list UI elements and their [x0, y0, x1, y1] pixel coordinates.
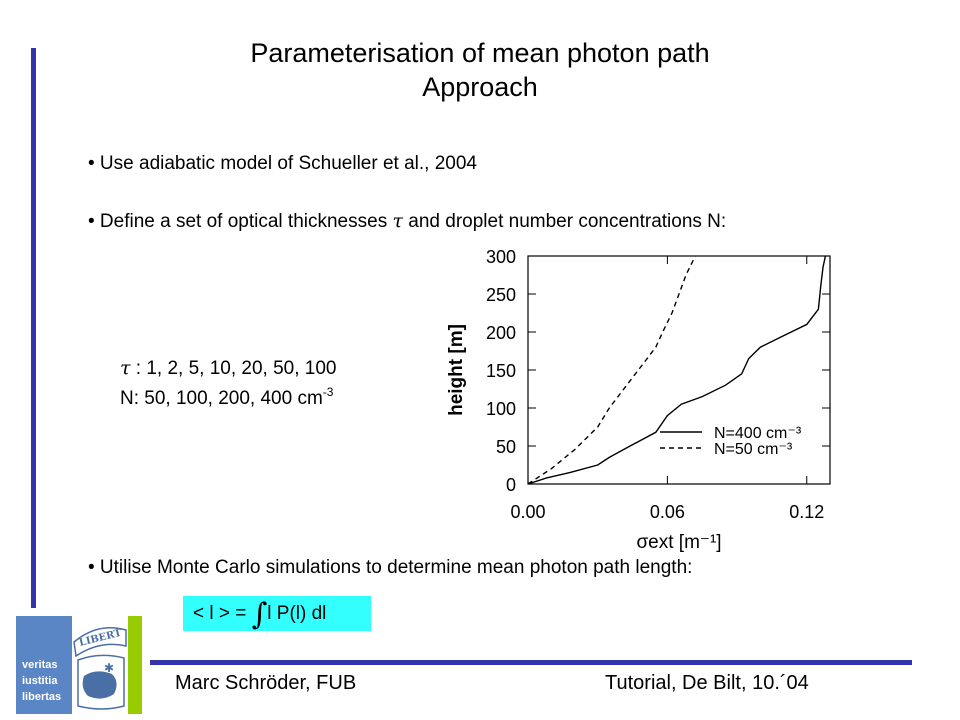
y-tick-label: 0 [506, 475, 516, 495]
tau-values: τ : 1, 2, 5, 10, 20, 50, 100 [120, 357, 337, 380]
y-tick-label: 200 [486, 323, 516, 343]
bullet-monte-carlo: • Utilise Monte Carlo simulations to det… [88, 557, 693, 578]
footer-author: Marc Schröder, FUB [175, 672, 357, 694]
x-tick-label: 0.06 [650, 502, 685, 522]
fu-berlin-logo: veritas iustitia libertas LIBERT ✱ [16, 616, 142, 714]
tau-values-list: : 1, 2, 5, 10, 20, 50, 100 [130, 358, 337, 379]
legend-label-0: N=400 cm⁻³ [714, 425, 802, 442]
y-tick-label: 150 [486, 361, 516, 381]
formula-right: l P(l) dl [267, 603, 327, 624]
left-accent-bar [31, 48, 36, 608]
y-tick-label: 250 [486, 285, 516, 305]
logo-figure-icon [82, 671, 117, 699]
logo-star-icon: ✱ [104, 661, 114, 675]
logo-text-iustitia: iustitia [22, 675, 58, 687]
y-tick-label: 50 [496, 437, 516, 457]
y-tick-label: 100 [486, 399, 516, 419]
series-line-0 [527, 255, 827, 485]
series-line-1 [527, 255, 696, 485]
bullet-define-set-pre: • Define a set of optical thicknesses [88, 211, 393, 232]
extinction-height-chart: 0 50 100 150 200 250 300 0.00 0.06 0.12 σext [m⁻¹]… [446, 247, 831, 553]
bullet-define-set: • Define a set of optical thicknesses τ … [88, 210, 726, 233]
footer-event: Tutorial, De Bilt, 10.´04 [605, 672, 809, 694]
x-tick-label: 0.12 [789, 502, 824, 522]
n-values-exponent: -3 [322, 385, 334, 399]
n-values-list: N: 50, 100, 200, 400 cm [120, 388, 323, 409]
tau-values-symbol: τ [120, 357, 131, 379]
bullet-define-set-post: and droplet number concentrations N: [403, 211, 727, 232]
logo-blue-box [16, 616, 72, 714]
slide-title: Parameterisation of mean photon path [250, 38, 710, 68]
y-tick-label: 300 [486, 247, 516, 267]
logo-green-stripe [128, 616, 142, 714]
bullet-adiabatic-model: • Use adiabatic model of Schueller et al… [88, 153, 477, 174]
tau-symbol: τ [392, 210, 403, 232]
slide-subtitle: Approach [422, 72, 538, 102]
legend-label-1: N=50 cm⁻³ [714, 441, 793, 458]
n-values: N: 50, 100, 200, 400 cm-3 [120, 385, 333, 410]
formula-left: < l > = [193, 603, 252, 624]
x-axis-label: σext [m⁻¹] [636, 532, 721, 553]
logo-text-veritas: veritas [22, 659, 57, 671]
integral-symbol: ∫ [251, 597, 268, 632]
footer-accent-bar [150, 660, 912, 665]
x-tick-label: 0.00 [510, 502, 545, 522]
y-axis-label: height [m] [446, 324, 467, 416]
logo-banner [73, 627, 127, 658]
logo-text-libertas: libertas [22, 691, 61, 703]
mean-path-formula: < l > = ∫l P(l) dl [183, 596, 371, 632]
